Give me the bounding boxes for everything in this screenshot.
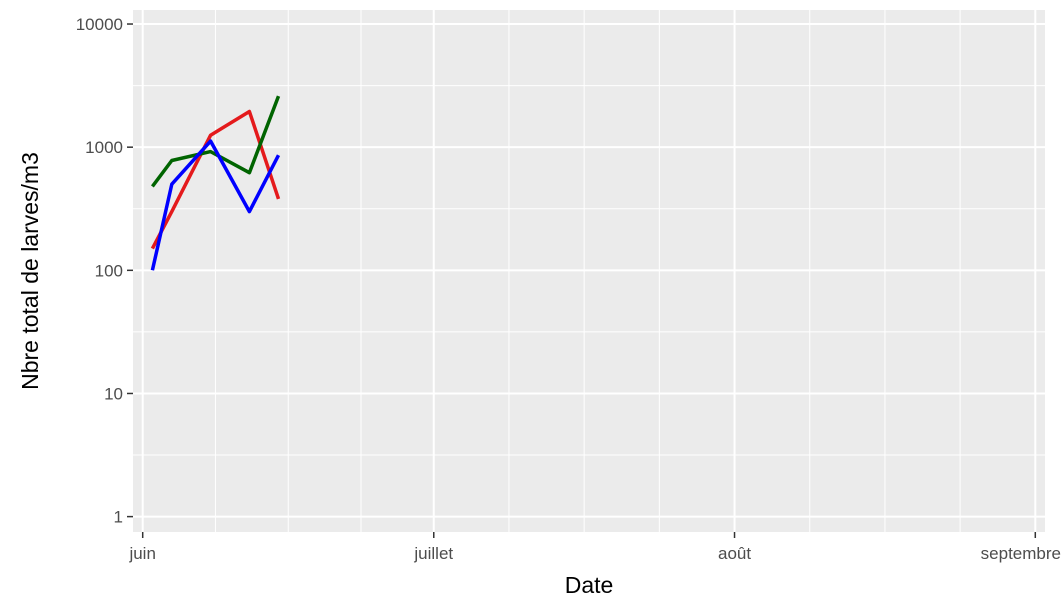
- y-tick-label: 10: [104, 384, 123, 403]
- series-lines: [150, 95, 281, 271]
- y-tick-label: 100: [95, 261, 123, 280]
- x-axis: juin juillet août septembre: [128, 532, 1061, 563]
- y-tick-label: 10000: [76, 15, 123, 34]
- series-line-1: [150, 109, 281, 250]
- y-tick-label: 1000: [85, 138, 123, 157]
- x-tick-label: août: [718, 544, 751, 563]
- y-axis-title: Nbre total de larves/m3: [17, 152, 43, 390]
- series-line-2: [150, 95, 281, 188]
- x-tick-label: septembre: [981, 544, 1061, 563]
- y-tick-label: 1: [114, 508, 123, 527]
- x-tick-label: juin: [128, 544, 155, 563]
- series-line-3: [150, 139, 281, 271]
- major-gridlines: [133, 10, 1045, 532]
- y-axis: 1 10 100 1000 10000: [76, 15, 133, 527]
- x-tick-label: juillet: [413, 544, 453, 563]
- x-axis-title: Date: [565, 572, 614, 598]
